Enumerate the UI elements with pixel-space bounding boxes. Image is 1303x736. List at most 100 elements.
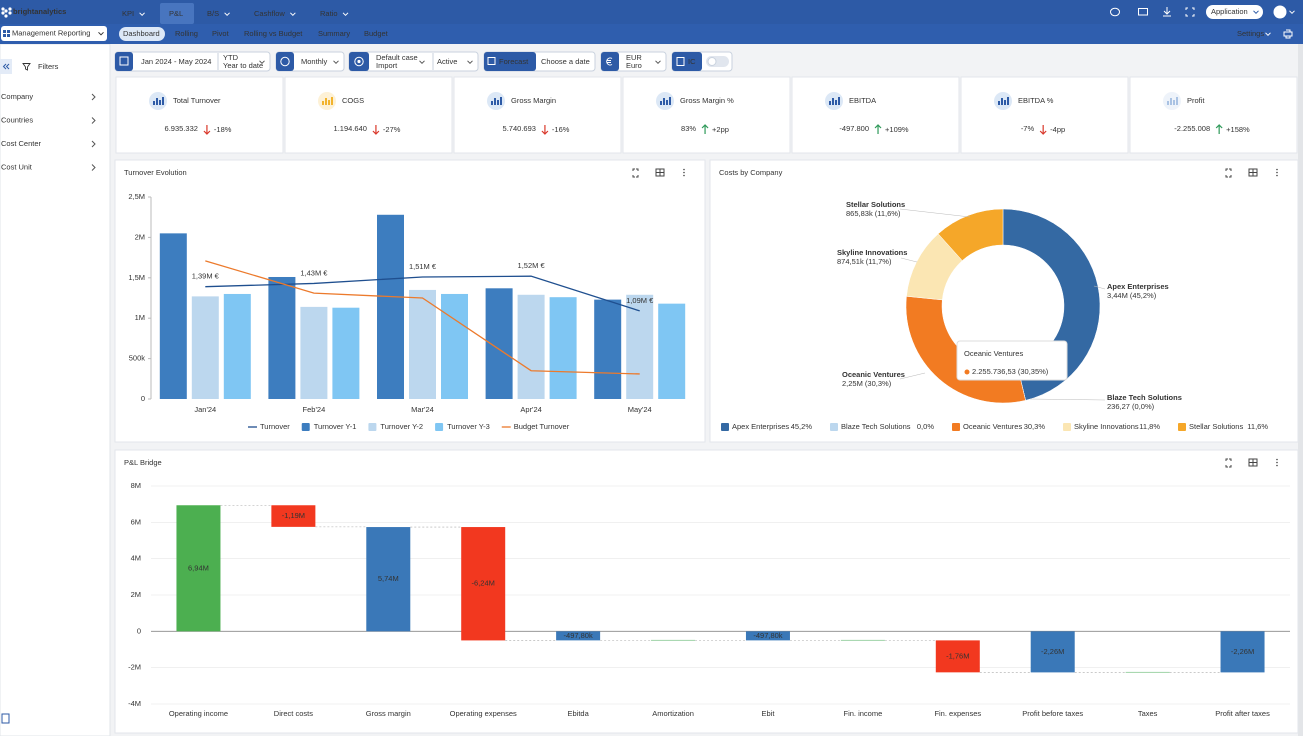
legend-label[interactable]: Stellar Solutions bbox=[1189, 422, 1243, 431]
kpi-title: Gross Margin % bbox=[680, 96, 734, 105]
donut-slice[interactable] bbox=[1002, 208, 1101, 401]
icon-more[interactable] bbox=[683, 168, 685, 171]
leader-line bbox=[899, 208, 971, 218]
icon-expand[interactable] bbox=[1185, 7, 1195, 17]
icon-table[interactable] bbox=[1248, 458, 1258, 467]
tab[interactable]: Budget bbox=[364, 29, 389, 38]
toolbar-icon-box bbox=[115, 52, 133, 71]
kpi-trend-arrow bbox=[541, 125, 549, 135]
panel bbox=[114, 449, 1299, 734]
kpi-card bbox=[284, 76, 453, 154]
bar[interactable] bbox=[556, 631, 601, 641]
bar[interactable] bbox=[935, 640, 980, 673]
x-tick-label: Ebitda bbox=[567, 709, 589, 718]
ic-button[interactable] bbox=[672, 52, 702, 71]
forecast-button[interactable] bbox=[484, 52, 536, 71]
logo: brightanalytics bbox=[13, 7, 66, 16]
kpi-card bbox=[453, 76, 622, 154]
icon-more[interactable] bbox=[1276, 168, 1278, 171]
icon-print[interactable] bbox=[1283, 29, 1293, 39]
y-tick-label: 1M bbox=[135, 313, 145, 322]
filter-item[interactable]: Company bbox=[1, 92, 33, 101]
report-selector[interactable] bbox=[1, 26, 107, 41]
tab[interactable]: Summary bbox=[318, 29, 350, 38]
app-selector[interactable] bbox=[1206, 5, 1263, 19]
icon-more[interactable] bbox=[1276, 174, 1278, 177]
legend-label[interactable]: Blaze Tech Solutions bbox=[841, 422, 911, 431]
kpi-value: -497.800 bbox=[839, 124, 869, 133]
kpi-value: 1.194.640 bbox=[334, 124, 367, 133]
bar[interactable] bbox=[366, 527, 411, 632]
icon-chat[interactable] bbox=[1110, 7, 1120, 17]
currency-sub: Euro bbox=[626, 61, 642, 70]
icon-more[interactable] bbox=[683, 174, 685, 177]
bar[interactable] bbox=[176, 505, 221, 632]
caret bbox=[655, 60, 661, 65]
icon-fullscreen[interactable] bbox=[1225, 458, 1232, 468]
callout-name: Apex Enterprises bbox=[1107, 282, 1169, 291]
filter-item[interactable]: Countries bbox=[1, 115, 33, 124]
y-tick-label: 2,5M bbox=[128, 192, 145, 201]
nav-item[interactable]: B/S bbox=[207, 9, 219, 18]
icon-table[interactable] bbox=[1248, 168, 1258, 177]
nav-item[interactable]: Cashflow bbox=[254, 9, 285, 18]
settings[interactable]: Settings bbox=[1237, 29, 1264, 38]
line-value-label: 1,39M € bbox=[192, 272, 220, 281]
chevron bbox=[91, 93, 96, 101]
line bbox=[205, 275, 640, 312]
nav-item[interactable]: Ratio bbox=[320, 9, 338, 18]
kpi-title: COGS bbox=[342, 96, 364, 105]
chevron bbox=[91, 164, 96, 171]
bar-value-label: 5,74M bbox=[378, 574, 399, 583]
legend-label[interactable]: Turnover Y-3 bbox=[447, 422, 490, 431]
leader-line bbox=[1093, 285, 1106, 290]
bar bbox=[626, 294, 654, 399]
tab[interactable]: Dashboard bbox=[123, 29, 160, 38]
sidebar-footer-icon bbox=[1, 713, 10, 724]
icon-more[interactable] bbox=[683, 171, 685, 174]
kpi-change: +158% bbox=[1226, 125, 1250, 134]
icon-more[interactable] bbox=[1276, 461, 1278, 464]
bar[interactable] bbox=[745, 631, 790, 641]
icon-more[interactable] bbox=[1276, 464, 1278, 467]
tab[interactable]: Pivot bbox=[212, 29, 230, 38]
filter-item[interactable]: Cost Center bbox=[1, 139, 42, 148]
tooltip-text: 2.255.736,53 (30,35%) bbox=[972, 367, 1049, 376]
currency: EUR bbox=[626, 53, 642, 62]
legend-label[interactable]: Turnover bbox=[260, 422, 290, 431]
leader-line bbox=[900, 257, 918, 263]
x-tick-label: Direct costs bbox=[274, 709, 313, 718]
tab[interactable]: Rolling vs Budget bbox=[244, 29, 303, 38]
tab[interactable]: Rolling bbox=[175, 29, 198, 38]
bar[interactable] bbox=[271, 505, 316, 527]
bar bbox=[268, 276, 296, 399]
icon-fullscreen[interactable] bbox=[632, 168, 639, 178]
kpi-card bbox=[791, 76, 960, 154]
kpi-trend-arrow bbox=[203, 125, 211, 135]
icon-fullscreen[interactable] bbox=[1225, 168, 1232, 178]
icon-table[interactable] bbox=[655, 168, 665, 177]
donut-slice[interactable] bbox=[937, 208, 1004, 261]
legend-label[interactable]: Skyline Innovations bbox=[1074, 422, 1139, 431]
icon-more[interactable] bbox=[1276, 458, 1278, 461]
icon-more[interactable] bbox=[1276, 171, 1278, 174]
legend-swatch bbox=[301, 423, 310, 431]
x-tick-label: Taxes bbox=[1138, 709, 1158, 718]
icon-monitor[interactable] bbox=[1138, 8, 1148, 16]
bar[interactable] bbox=[461, 527, 506, 641]
leader-line bbox=[899, 372, 926, 380]
legend-label[interactable]: Turnover Y-1 bbox=[314, 422, 357, 431]
legend-label[interactable]: Budget Turnover bbox=[514, 422, 570, 431]
legend-label[interactable]: Turnover Y-2 bbox=[380, 422, 423, 431]
avatar[interactable] bbox=[1273, 5, 1287, 19]
caret bbox=[1289, 10, 1295, 15]
legend-label[interactable]: Apex Enterprises bbox=[732, 422, 789, 431]
icon-download[interactable] bbox=[1163, 7, 1171, 17]
nav-item[interactable]: KPI bbox=[122, 9, 134, 18]
nav-item[interactable]: P&L bbox=[169, 9, 183, 18]
filter-item[interactable]: Cost Unit bbox=[1, 162, 33, 171]
callout-name: Blaze Tech Solutions bbox=[1107, 393, 1182, 402]
bar[interactable] bbox=[1030, 631, 1075, 673]
legend-label[interactable]: Oceanic Ventures bbox=[963, 422, 1022, 431]
bar[interactable] bbox=[1220, 631, 1265, 673]
